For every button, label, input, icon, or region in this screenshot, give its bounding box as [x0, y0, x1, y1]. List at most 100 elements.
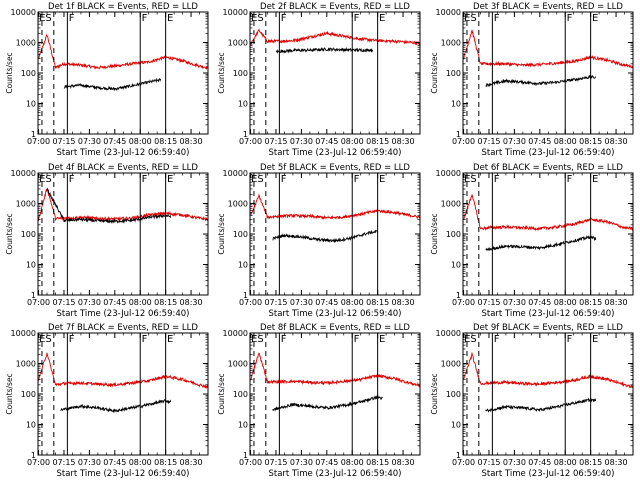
y-axis-label: Counts/sec: [217, 213, 226, 254]
y-tick-label: 10000: [436, 329, 461, 338]
x-tick-label: 07:15: [52, 458, 75, 467]
lld-series-line: [463, 351, 633, 389]
marker-label: ES: [39, 13, 52, 24]
y-tick-label: 1000: [441, 39, 461, 48]
x-tick-label: 08:00: [341, 298, 364, 307]
x-tick-label: 08:30: [180, 137, 203, 146]
x-tick-label: 07:00: [27, 298, 50, 307]
y-tick-label: 100: [233, 230, 248, 239]
y-tick-label: 1: [31, 291, 36, 300]
y-tick-label: 1: [243, 451, 248, 460]
y-tick-label: 1000: [228, 200, 248, 209]
x-tick-label: 08:15: [366, 458, 389, 467]
x-tick-label: 08:30: [392, 137, 415, 146]
x-tick-label: 08:15: [579, 458, 602, 467]
marker-label: F: [354, 334, 360, 345]
x-tick-label: 07:30: [290, 298, 313, 307]
y-tick-label: 10000: [436, 8, 461, 17]
marker-label: F: [354, 174, 360, 185]
x-tick-label: 08:30: [180, 298, 203, 307]
x-tick-label: 07:30: [503, 298, 526, 307]
y-tick-label: 10000: [223, 8, 248, 17]
x-tick-label: 07:45: [103, 298, 126, 307]
y-tick-label: 10: [26, 100, 36, 109]
marker-label: E: [592, 13, 598, 24]
x-tick-label: 08:15: [366, 298, 389, 307]
y-tick-label: 10: [451, 261, 461, 270]
marker-label: E: [167, 334, 173, 345]
x-tick-label: 08:15: [154, 137, 177, 146]
y-tick-label: 10000: [11, 169, 36, 178]
y-tick-label: 1000: [441, 200, 461, 209]
series-group: [250, 28, 420, 54]
x-tick-label: 07:15: [52, 137, 75, 146]
lld-series-line: [463, 194, 633, 232]
marker-label: F: [494, 174, 500, 185]
marker-label: F: [281, 334, 287, 345]
x-tick-label: 08:15: [154, 458, 177, 467]
y-tick-label: 10000: [11, 329, 36, 338]
y-tick-label: 10000: [436, 169, 461, 178]
x-tick-label: 08:00: [341, 137, 364, 146]
x-tick-label: 07:30: [290, 458, 313, 467]
x-tick-label: 08:15: [366, 137, 389, 146]
y-tick-label: 100: [21, 230, 36, 239]
x-tick-label: 08:00: [554, 137, 577, 146]
x-tick-label: 07:00: [27, 137, 50, 146]
y-tick-label: 100: [446, 390, 461, 399]
x-tick-label: 07:00: [239, 137, 262, 146]
panel-title: Det 2f BLACK = Events, RED = LLD: [260, 2, 410, 12]
y-tick-label: 1: [31, 451, 36, 460]
plot-frame: [37, 11, 209, 135]
y-tick-label: 1000: [16, 360, 36, 369]
y-tick-label: 100: [233, 69, 248, 78]
x-axis-label: Start Time (23-Jul-12 06:59:40): [57, 469, 190, 479]
x-tick-label: 08:00: [129, 137, 152, 146]
series-group: [463, 194, 633, 252]
marker-label: ES: [251, 334, 264, 345]
plot-frame: [462, 172, 634, 296]
events-series-line: [485, 234, 597, 252]
events-series-line: [272, 394, 383, 412]
marker-label: ES: [464, 334, 477, 345]
x-tick-label: 07:30: [290, 137, 313, 146]
panel-title: Det 8f BLACK = Events, RED = LLD: [260, 323, 410, 333]
y-tick-label: 10: [238, 421, 248, 430]
x-tick-label: 07:15: [264, 458, 287, 467]
y-tick-label: 10: [26, 421, 36, 430]
y-tick-label: 10: [26, 261, 36, 270]
marker-label: F: [354, 13, 360, 24]
y-tick-label: 1000: [441, 360, 461, 369]
plot-frame: [249, 332, 421, 456]
x-axis-label: Start Time (23-Jul-12 06:59:40): [482, 148, 615, 158]
lld-series-line: [250, 352, 420, 388]
x-tick-label: 08:00: [341, 458, 364, 467]
x-tick-label: 07:15: [264, 137, 287, 146]
plot-frame: [462, 11, 634, 135]
panel-title: Det 6f BLACK = Events, RED = LLD: [473, 163, 623, 173]
x-tick-label: 07:00: [239, 298, 262, 307]
x-tick-label: 08:00: [129, 298, 152, 307]
x-tick-label: 07:45: [315, 458, 338, 467]
y-tick-label: 100: [21, 390, 36, 399]
marker-label: ES: [251, 13, 264, 24]
marker-label: E: [167, 13, 173, 24]
x-tick-label: 07:45: [528, 137, 551, 146]
y-axis-label: Counts/sec: [5, 373, 14, 414]
marker-label: F: [69, 334, 75, 345]
lld-series-line: [38, 33, 208, 71]
x-tick-label: 07:45: [103, 137, 126, 146]
y-tick-label: 10: [238, 261, 248, 270]
events-series-line: [60, 398, 172, 414]
y-tick-label: 1: [456, 451, 461, 460]
marker-label: F: [142, 13, 148, 24]
y-tick-label: 1: [31, 130, 36, 139]
plot-frame: [249, 11, 421, 135]
y-tick-label: 1000: [228, 39, 248, 48]
panel-title: Det 3f BLACK = Events, RED = LLD: [473, 2, 623, 12]
